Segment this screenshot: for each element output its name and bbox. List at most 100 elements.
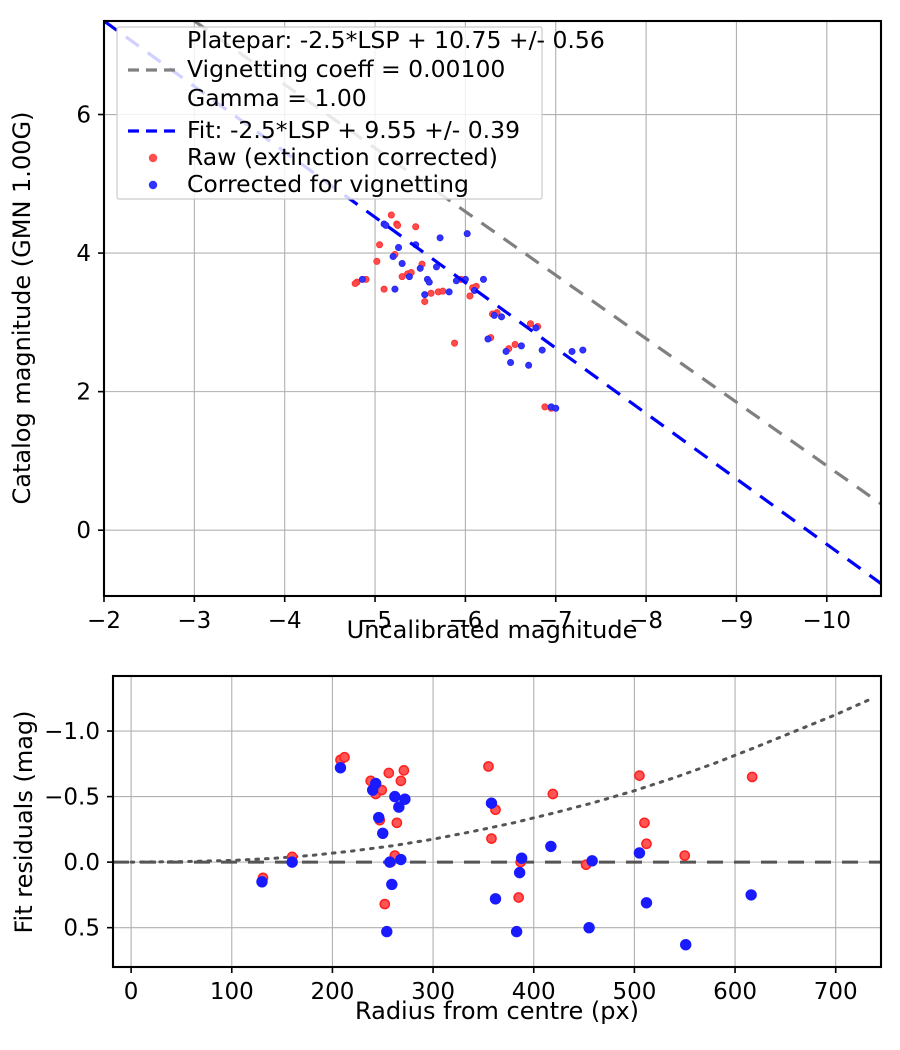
top-ytick-label: 0	[76, 518, 91, 544]
legend-marker-swatch	[149, 154, 157, 162]
legend-label: Corrected for vignetting	[187, 170, 469, 198]
data-point	[503, 348, 509, 354]
bottom-plot-ylabel: Fit residuals (mag)	[10, 710, 38, 933]
top-plot-xlabel: Uncalibrated magnitude	[347, 616, 638, 644]
legend-entry-5[interactable]: Corrected for vignetting	[149, 170, 469, 198]
bottom-ytick-label: −0.5	[44, 785, 100, 811]
data-point	[518, 343, 524, 349]
data-point	[390, 791, 400, 801]
data-point	[374, 812, 384, 822]
legend-label: Fit: -2.5*LSP + 9.55 +/- 0.39	[187, 116, 520, 144]
data-point	[486, 798, 496, 808]
data-point	[507, 359, 513, 365]
bottom-xtick-label: 700	[814, 979, 858, 1005]
data-point	[487, 834, 496, 843]
data-point	[395, 244, 401, 250]
data-point	[748, 772, 757, 781]
data-point	[390, 253, 396, 259]
top-xtick-label: −3	[177, 608, 211, 634]
data-point	[491, 312, 497, 318]
data-point	[422, 292, 428, 298]
top-ytick-label: 2	[76, 380, 91, 406]
data-point	[641, 898, 651, 908]
top-ytick-label: 4	[76, 241, 91, 267]
top-ytick-label: 6	[76, 103, 91, 129]
data-point	[485, 336, 491, 342]
bottom-plot-xlabel: Radius from centre (px)	[355, 997, 639, 1025]
data-point	[587, 856, 597, 866]
data-point	[374, 258, 380, 264]
bottom-xtick-label: 200	[310, 979, 354, 1005]
data-point	[387, 879, 397, 889]
data-point	[527, 321, 533, 327]
legend-entry-2[interactable]: Gamma = 1.00	[187, 84, 367, 112]
data-point	[498, 314, 504, 320]
data-point	[396, 776, 405, 785]
data-point	[352, 280, 358, 286]
data-point	[516, 853, 526, 863]
data-point	[400, 794, 410, 804]
data-point	[681, 940, 691, 950]
data-point	[514, 893, 523, 902]
data-point	[417, 265, 423, 271]
data-point	[359, 276, 365, 282]
bottom-xtick-label: 0	[124, 979, 139, 1005]
data-point	[533, 325, 539, 331]
legend-label: Vignetting coeff = 0.00100	[187, 55, 505, 83]
data-point	[382, 926, 392, 936]
data-point	[426, 279, 432, 285]
legend-label: Gamma = 1.00	[187, 84, 367, 112]
legend-label: Raw (extinction corrected)	[187, 143, 498, 171]
data-point	[381, 286, 387, 292]
bottom-ytick-label: 0.0	[63, 850, 100, 876]
data-point	[437, 235, 443, 241]
data-point	[406, 274, 412, 280]
data-point	[380, 899, 389, 908]
top-plot-ylabel: Catalog magnitude (GMN 1.00G)	[8, 112, 36, 505]
data-point	[384, 768, 393, 777]
data-point	[340, 753, 349, 762]
data-point	[413, 224, 419, 230]
data-point	[480, 276, 486, 282]
bottom-plot-background	[113, 676, 881, 967]
data-point	[539, 347, 545, 353]
data-point	[514, 867, 524, 877]
data-point	[584, 922, 594, 932]
legend-entry-0[interactable]: Platepar: -2.5*LSP + 10.75 +/- 0.56	[187, 26, 605, 54]
bottom-xtick-label: 100	[210, 979, 254, 1005]
data-point	[399, 766, 408, 775]
data-point	[440, 288, 446, 294]
data-point	[464, 231, 470, 237]
data-point	[446, 289, 452, 295]
data-point	[287, 857, 297, 867]
data-point	[467, 293, 473, 299]
data-point	[484, 762, 493, 771]
legend-entry-3[interactable]: Fit: -2.5*LSP + 9.55 +/- 0.39	[128, 116, 520, 144]
data-point	[257, 877, 267, 887]
data-point	[553, 405, 559, 411]
legend-entry-4[interactable]: Raw (extinction corrected)	[149, 143, 498, 171]
data-point	[680, 851, 689, 860]
data-point	[512, 341, 518, 347]
photometric-calibration-axes: −2−3−4−5−6−7−8−9−100246 Uncalibrated mag…	[8, 21, 881, 644]
data-point	[511, 926, 521, 936]
data-point	[388, 212, 394, 218]
top-xtick-label: −9	[719, 608, 753, 634]
data-point	[640, 818, 649, 827]
bottom-ytick-label: −1.0	[44, 719, 100, 745]
bottom-ytick-label: 0.5	[63, 916, 100, 942]
data-point	[569, 348, 575, 354]
data-point	[580, 347, 586, 353]
data-point	[546, 841, 556, 851]
plot-canvas: −2−3−4−5−6−7−8−9−100246 Uncalibrated mag…	[0, 0, 900, 1050]
data-point	[378, 828, 388, 838]
data-point	[392, 818, 401, 827]
legend-label: Platepar: -2.5*LSP + 10.75 +/- 0.56	[187, 26, 605, 54]
data-point	[396, 854, 406, 864]
top-xtick-label: −4	[268, 608, 302, 634]
data-point	[490, 894, 500, 904]
data-point	[335, 763, 345, 773]
data-point	[376, 242, 382, 248]
data-point	[385, 857, 395, 867]
data-point	[642, 839, 651, 848]
